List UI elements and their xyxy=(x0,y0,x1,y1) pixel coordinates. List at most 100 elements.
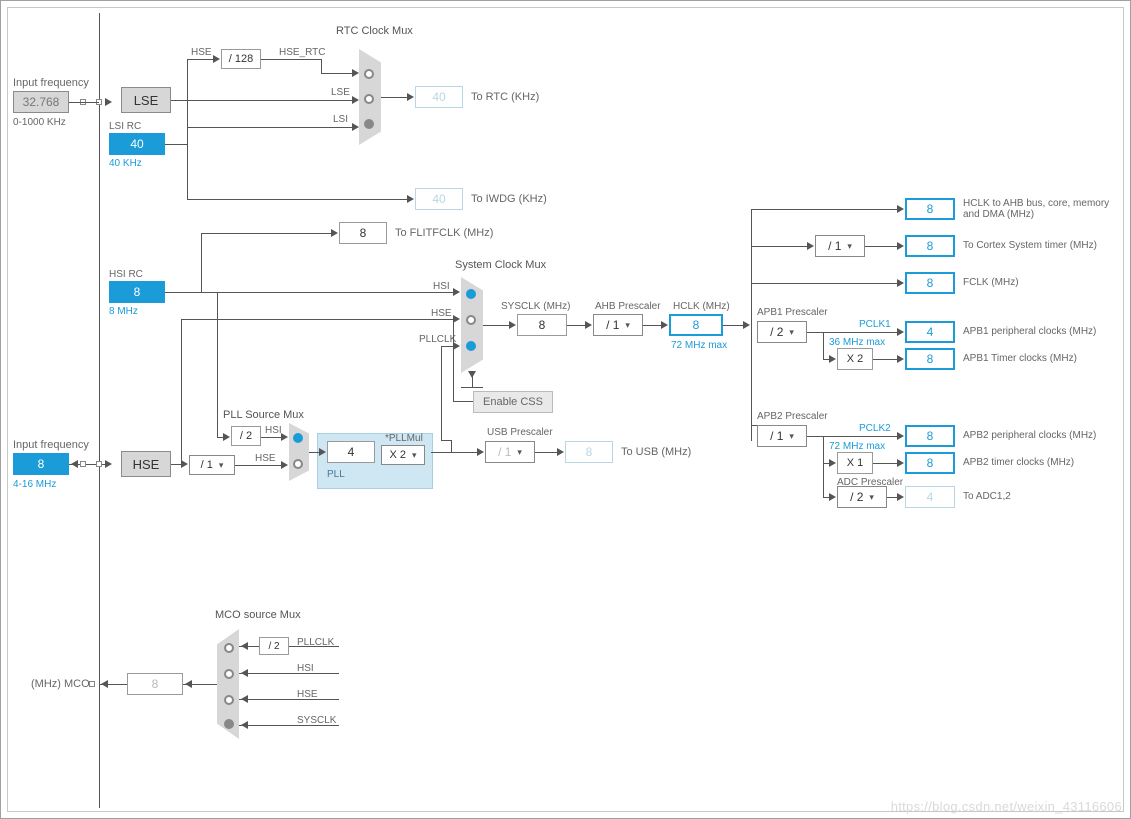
hse-source[interactable]: HSE xyxy=(121,451,171,477)
rtc-mux-opt-hse[interactable] xyxy=(364,69,374,79)
arrow xyxy=(453,342,460,350)
arrow xyxy=(407,195,414,203)
arrow xyxy=(468,371,476,378)
sq xyxy=(96,461,102,467)
rtc-mux-opt-lse[interactable] xyxy=(364,94,374,104)
bus-vline xyxy=(99,13,100,808)
ahb-prescaler-select[interactable]: / 1▾ xyxy=(593,314,643,336)
chevron-down-icon: ▾ xyxy=(517,447,522,458)
hclk-max: 72 MHz max xyxy=(671,340,727,351)
apb1-div-select[interactable]: / 2▾ xyxy=(757,321,807,343)
arrow xyxy=(331,229,338,237)
iwdg-out-label: To IWDG (KHz) xyxy=(471,193,547,205)
pll-mul-value: X 2 xyxy=(389,449,406,461)
hclk-label: HCLK (MHz) xyxy=(673,301,730,312)
line xyxy=(453,319,454,401)
line xyxy=(201,233,335,234)
arrow xyxy=(829,493,836,501)
line xyxy=(165,144,187,145)
out-cortex-value: 8 xyxy=(905,235,955,257)
hclk-value[interactable]: 8 xyxy=(669,314,723,336)
usb-div-select[interactable]: / 1▾ xyxy=(485,441,535,463)
arrow xyxy=(897,459,904,467)
apb2-div-select[interactable]: / 1▾ xyxy=(757,425,807,447)
rtc-hse-label: HSE xyxy=(191,47,212,58)
arrow xyxy=(829,355,836,363)
sysclk-hsi-label: HSI xyxy=(433,281,450,292)
adc-div-select[interactable]: / 2▾ xyxy=(837,486,887,508)
mco-mux[interactable] xyxy=(217,629,239,739)
line xyxy=(187,199,411,200)
sysclk-mux-opt-hsi[interactable] xyxy=(466,289,476,299)
flitf-label: To FLITFCLK (MHz) xyxy=(395,227,493,239)
mco-title: MCO source Mux xyxy=(215,609,301,621)
apb1-mul-value: X 2 xyxy=(837,348,873,370)
arrow xyxy=(105,98,112,106)
arrow xyxy=(71,460,78,468)
enable-css-button[interactable]: Enable CSS xyxy=(473,391,553,413)
line xyxy=(461,387,483,388)
iwdg-out-value: 40 xyxy=(415,188,463,210)
mco-mux-opt-hse[interactable] xyxy=(224,695,234,705)
rtc-hse-rtc-label: HSE_RTC xyxy=(279,47,326,58)
arrow xyxy=(897,205,904,213)
pll-hse-label: HSE xyxy=(255,453,276,464)
arrow xyxy=(897,432,904,440)
mco-pllclk-div: / 2 xyxy=(259,637,289,655)
arrow xyxy=(743,321,750,329)
arrow xyxy=(352,123,359,131)
cortex-div-select[interactable]: / 1 ▾ xyxy=(815,235,865,257)
hsi-value[interactable]: 8 xyxy=(109,281,165,303)
arrow xyxy=(241,695,248,703)
line xyxy=(431,452,451,453)
rtc-mux-opt-lsi[interactable] xyxy=(364,119,374,129)
sysclk-mux-opt-pllclk[interactable] xyxy=(466,341,476,351)
line xyxy=(751,283,901,284)
line xyxy=(235,465,285,466)
arrow xyxy=(281,461,288,469)
arrow xyxy=(897,328,904,336)
lse-freq-label: Input frequency xyxy=(13,77,89,89)
ahb-prescaler-value: / 1 xyxy=(606,318,619,332)
rtc-mux[interactable] xyxy=(359,49,381,145)
out-apb1-timer-label: APB1 Timer clocks (MHz) xyxy=(963,353,1077,364)
lse-freq-range: 0-1000 KHz xyxy=(13,117,66,128)
arrow xyxy=(352,96,359,104)
arrow xyxy=(557,448,564,456)
pll-mux-opt-hsi[interactable] xyxy=(293,433,303,443)
line xyxy=(807,436,901,437)
line xyxy=(187,127,188,199)
clock-config-diagram: Input frequency 32.768 0-1000 KHz LSE LS… xyxy=(0,0,1131,819)
lse-freq-input[interactable]: 32.768 xyxy=(13,91,69,113)
sysclk-mux-title: System Clock Mux xyxy=(455,259,546,271)
pll-mul-select[interactable]: X 2▾ xyxy=(381,445,425,465)
arrow xyxy=(661,321,668,329)
mco-mux-opt-pllclk[interactable] xyxy=(224,643,234,653)
hse-freq-input[interactable]: 8 xyxy=(13,453,69,475)
cortex-div-value: / 1 xyxy=(828,239,841,253)
arrow xyxy=(897,242,904,250)
pll-hsi-label: HSI xyxy=(265,425,282,436)
arrow xyxy=(477,448,484,456)
line xyxy=(751,325,752,441)
mco-mux-opt-hsi[interactable] xyxy=(224,669,234,679)
apb2-mul-value: X 1 xyxy=(837,452,873,474)
chevron-down-icon: ▾ xyxy=(789,327,794,338)
out-apb1-timer-value: 8 xyxy=(905,348,955,370)
arrow xyxy=(352,69,359,77)
apb1-pclk-label: PCLK1 xyxy=(859,319,891,330)
chevron-down-icon: ▾ xyxy=(869,492,874,503)
pll-value: 4 xyxy=(327,441,375,463)
lse-source[interactable]: LSE xyxy=(121,87,171,113)
pll-mux-opt-hse[interactable] xyxy=(293,459,303,469)
pll-hse-div-select[interactable]: / 1▾ xyxy=(189,455,235,475)
lsi-value[interactable]: 40 xyxy=(109,133,165,155)
sysclk-mux-opt-hse[interactable] xyxy=(466,315,476,325)
line xyxy=(187,127,356,128)
lsi-unit: 40 KHz xyxy=(109,158,142,169)
usb-out-value: 8 xyxy=(565,441,613,463)
sysclk-mux[interactable] xyxy=(461,277,483,373)
chevron-down-icon: ▾ xyxy=(847,241,852,252)
mco-mux-opt-sysclk[interactable] xyxy=(224,719,234,729)
rtc-mux-title: RTC Clock Mux xyxy=(336,25,413,37)
